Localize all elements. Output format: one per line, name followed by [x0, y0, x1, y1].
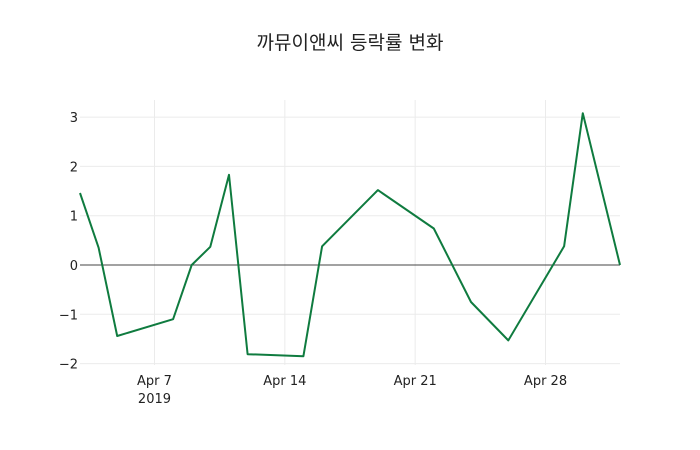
series-line[interactable]: [79, 112, 621, 358]
x-tick-label: Apr 21: [394, 374, 437, 389]
x-tick-label: Apr 7: [137, 374, 172, 389]
x-tick-label: Apr 14: [263, 374, 306, 389]
y-axis-ticks: 3 2 1 0 −1 −2: [59, 111, 78, 373]
chart-title: 까뮤이앤씨 등락률 변화: [256, 32, 444, 54]
y-tick-label: −2: [59, 358, 78, 373]
x-axis-ticks: Apr 7 2019 Apr 14 Apr 21 Apr 28: [137, 374, 567, 407]
y-tick-label: 1: [70, 210, 78, 225]
x-tick-label: Apr 28: [524, 374, 567, 389]
y-tick-label: 2: [70, 160, 78, 175]
gridlines: [80, 100, 620, 365]
y-tick-label: −1: [59, 308, 78, 323]
y-tick-label: 3: [70, 111, 78, 126]
y-tick-label: 0: [70, 259, 78, 274]
x-tick-year-label: 2019: [138, 392, 171, 407]
